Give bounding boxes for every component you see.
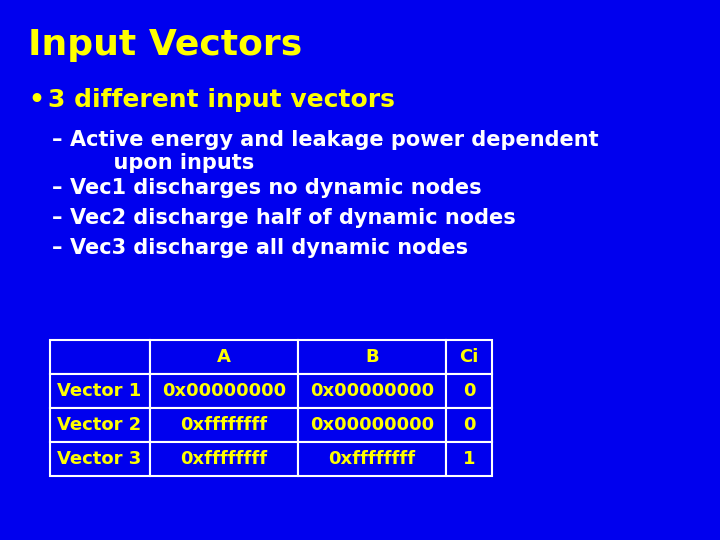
Text: Vector 1: Vector 1 bbox=[57, 382, 141, 400]
Text: Vec2 discharge half of dynamic nodes: Vec2 discharge half of dynamic nodes bbox=[70, 208, 516, 228]
Text: –: – bbox=[52, 130, 63, 150]
Text: Vector 3: Vector 3 bbox=[57, 450, 141, 468]
Bar bbox=[150, 442, 298, 476]
Text: Active energy and leakage power dependent
      upon inputs: Active energy and leakage power dependen… bbox=[70, 130, 598, 173]
Text: 0x00000000: 0x00000000 bbox=[162, 382, 286, 400]
Text: 0xffffffff: 0xffffffff bbox=[328, 450, 415, 468]
Text: Ci: Ci bbox=[459, 348, 479, 366]
Bar bbox=[298, 408, 446, 442]
Bar bbox=[298, 442, 446, 476]
Text: A: A bbox=[217, 348, 231, 366]
Text: B: B bbox=[365, 348, 379, 366]
Text: 0: 0 bbox=[463, 382, 475, 400]
Text: Vec3 discharge all dynamic nodes: Vec3 discharge all dynamic nodes bbox=[70, 238, 468, 258]
Bar bbox=[150, 408, 298, 442]
Text: •: • bbox=[28, 88, 44, 112]
Bar bbox=[446, 340, 492, 374]
Text: 0x00000000: 0x00000000 bbox=[310, 416, 434, 434]
Text: 0xffffffff: 0xffffffff bbox=[181, 450, 268, 468]
Text: 1: 1 bbox=[463, 450, 475, 468]
Text: 0xffffffff: 0xffffffff bbox=[181, 416, 268, 434]
Bar bbox=[446, 442, 492, 476]
Text: Vec1 discharges no dynamic nodes: Vec1 discharges no dynamic nodes bbox=[70, 178, 482, 198]
Bar bbox=[50, 340, 150, 374]
Bar bbox=[298, 374, 446, 408]
Text: 0: 0 bbox=[463, 416, 475, 434]
Bar bbox=[50, 408, 150, 442]
Text: –: – bbox=[52, 238, 63, 258]
Bar bbox=[446, 408, 492, 442]
Text: –: – bbox=[52, 178, 63, 198]
Text: 0x00000000: 0x00000000 bbox=[310, 382, 434, 400]
Text: Input Vectors: Input Vectors bbox=[28, 28, 302, 62]
Bar bbox=[150, 374, 298, 408]
Text: –: – bbox=[52, 208, 63, 228]
Bar bbox=[50, 442, 150, 476]
Bar bbox=[150, 340, 298, 374]
Bar bbox=[446, 374, 492, 408]
Bar bbox=[50, 374, 150, 408]
Bar bbox=[298, 340, 446, 374]
Text: 3 different input vectors: 3 different input vectors bbox=[48, 88, 395, 112]
Text: Vector 2: Vector 2 bbox=[57, 416, 141, 434]
